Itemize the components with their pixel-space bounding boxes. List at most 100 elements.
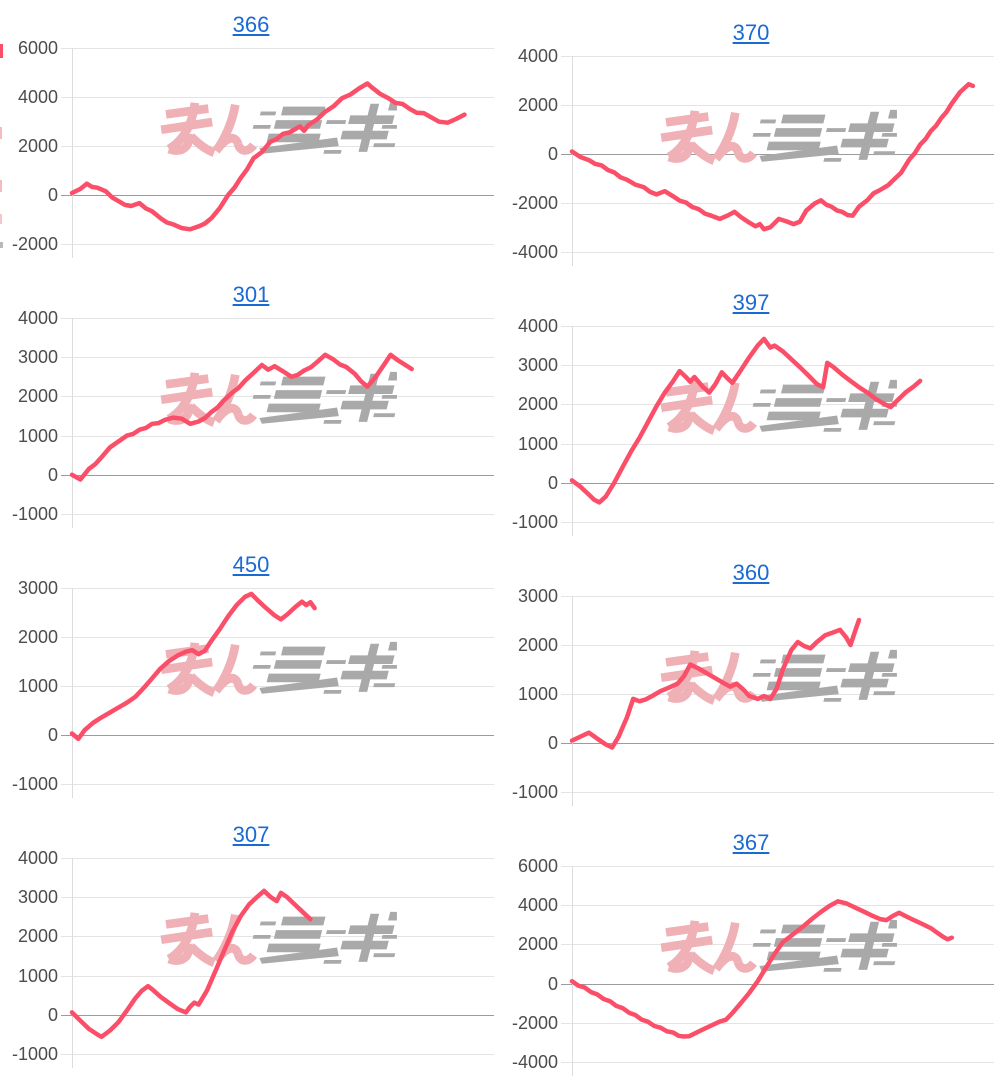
y-axis-tick-label: -1000 — [11, 774, 58, 794]
chart-title-link[interactable]: 307 — [232, 822, 270, 847]
line-chart-canvas — [61, 318, 494, 528]
chart-body: 6000 4000 2000 0 -2000 — [2, 38, 500, 258]
plot-area — [561, 596, 994, 806]
plot-area — [61, 588, 494, 798]
y-axis-tick-label: 2000 — [517, 934, 558, 955]
minrepo-logo-watermark — [661, 380, 905, 432]
chart-body: 4000 2000 0 -2000 -4000 — [502, 46, 1000, 266]
chart-panel-360: 360 3000 2000 1000 0 -1000 — [500, 540, 1000, 810]
series-line — [69, 591, 317, 742]
series-line — [569, 617, 862, 750]
minrepo-logo-watermark — [161, 372, 405, 424]
y-axis-tick-label: 0 — [547, 472, 558, 493]
y-axis-tick-label: 2000 — [17, 386, 58, 407]
line-chart-canvas — [561, 596, 994, 806]
series-line — [69, 81, 467, 232]
cropped-chart-artifact — [0, 214, 2, 224]
cropped-chart-tick-artifact — [0, 242, 3, 248]
y-axis-tick-label: 0 — [47, 725, 58, 745]
line-chart-canvas — [561, 866, 994, 1076]
chart-title-link[interactable]: 397 — [732, 290, 770, 315]
minrepo-logo-watermark — [661, 920, 905, 972]
y-axis-tick-label: 4000 — [517, 895, 558, 916]
y-axis-tick-label: -4000 — [511, 242, 558, 262]
plot-area — [61, 858, 494, 1068]
plot-area — [61, 318, 494, 528]
chart-panel-370: 370 4000 2000 0 -2000 -4000 — [500, 0, 1000, 270]
y-axis-tick-label: 3000 — [17, 887, 58, 908]
cropped-chart-artifact — [0, 127, 2, 139]
y-axis-tick-label: -2000 — [511, 1012, 558, 1033]
plot-area — [561, 326, 994, 536]
chart-body: 4000 3000 2000 1000 0 -1000 — [2, 308, 500, 528]
y-axis-tick-label: 4000 — [17, 848, 58, 868]
plot-area — [61, 48, 494, 258]
chart-title-link[interactable]: 367 — [732, 830, 770, 855]
line-chart-canvas — [61, 858, 494, 1068]
y-axis: 3000 2000 1000 0 -1000 — [2, 578, 58, 798]
cropped-chart-artifact — [0, 180, 2, 192]
y-axis-tick-label: -1000 — [511, 782, 558, 802]
series-line — [569, 336, 923, 505]
y-axis-tick-label: 2000 — [517, 635, 558, 655]
chart-title-link[interactable]: 360 — [732, 560, 770, 585]
y-axis-tick-label: 0 — [547, 144, 558, 164]
chart-title-link[interactable]: 301 — [232, 282, 270, 307]
y-axis-tick-label: 4000 — [17, 87, 58, 107]
y-axis-tick-label: 6000 — [517, 856, 558, 876]
chart-panel-450: 450 3000 2000 1000 0 -1000 — [0, 540, 500, 810]
y-axis-tick-label: 1000 — [17, 676, 58, 696]
chart-body: 4000 3000 2000 1000 0 -1000 — [2, 848, 500, 1068]
y-axis-tick-label: 0 — [47, 464, 58, 485]
y-axis-tick-label: 2000 — [17, 926, 58, 947]
y-axis-tick-label: 2000 — [17, 136, 58, 156]
plot-area — [561, 866, 994, 1076]
y-axis-tick-label: -1000 — [11, 1044, 58, 1064]
y-axis: 4000 2000 0 -2000 -4000 — [502, 46, 558, 266]
y-axis-tick-label: -4000 — [511, 1052, 558, 1072]
minrepo-logo-watermark — [161, 912, 405, 964]
y-axis-tick-label: 0 — [547, 733, 558, 753]
series-line — [69, 352, 414, 482]
line-chart-canvas — [61, 588, 494, 798]
series-line — [569, 81, 976, 232]
y-axis-tick-label: 2000 — [17, 627, 58, 647]
y-axis-tick-label: 6000 — [17, 38, 58, 58]
chart-title-link[interactable]: 366 — [232, 12, 270, 37]
chart-body: 3000 2000 1000 0 -1000 — [502, 586, 1000, 806]
plot-area — [561, 56, 994, 266]
chart-title-link[interactable]: 450 — [232, 552, 270, 577]
chart-body: 4000 3000 2000 1000 0 -1000 — [502, 316, 1000, 536]
chart-panel-307: 307 4000 3000 2000 1000 0 -1000 — [0, 810, 500, 1080]
y-axis-tick-label: 4000 — [17, 308, 58, 328]
y-axis-tick-label: -1000 — [511, 512, 558, 532]
y-axis-tick-label: 0 — [47, 1004, 58, 1025]
line-chart-canvas — [61, 48, 494, 258]
chart-panel-301: 301 4000 3000 2000 1000 0 -1000 — [0, 270, 500, 540]
y-axis-tick-label: -2000 — [11, 234, 58, 254]
y-axis: 3000 2000 1000 0 -1000 — [502, 586, 558, 806]
y-axis-tick-label: 2000 — [517, 95, 558, 115]
line-chart-canvas — [561, 326, 994, 536]
y-axis-tick-label: 3000 — [17, 578, 58, 598]
y-axis-tick-label: 4000 — [517, 316, 558, 336]
chart-panel-366: 366 6000 4000 2000 0 -2000 — [0, 0, 500, 270]
y-axis: 6000 4000 2000 0 -2000 — [2, 38, 58, 258]
chart-panel-397: 397 4000 3000 2000 1000 0 -1000 — [500, 270, 1000, 540]
y-axis-tick-label: 0 — [47, 185, 58, 205]
y-axis-tick-label: 3000 — [517, 586, 558, 606]
y-axis: 6000 4000 2000 0 -2000 -4000 — [502, 856, 558, 1076]
y-axis-tick-label: 1000 — [17, 965, 58, 986]
y-axis: 4000 3000 2000 1000 0 -1000 — [502, 316, 558, 536]
series-line — [569, 899, 955, 1039]
y-axis-tick-label: 0 — [547, 973, 558, 994]
y-axis-tick-label: 1000 — [17, 425, 58, 446]
chart-body: 6000 4000 2000 0 -2000 -4000 — [502, 856, 1000, 1076]
chart-title-link[interactable]: 370 — [732, 20, 770, 45]
y-axis-tick-label: 3000 — [17, 347, 58, 368]
chart-panel-367: 367 6000 4000 2000 0 -2000 -4000 — [500, 810, 1000, 1080]
y-axis-tick-label: 3000 — [517, 355, 558, 376]
y-axis-tick-label: 1000 — [517, 433, 558, 454]
y-axis: 4000 3000 2000 1000 0 -1000 — [2, 848, 58, 1068]
cropped-chart-line-artifact — [0, 44, 3, 58]
